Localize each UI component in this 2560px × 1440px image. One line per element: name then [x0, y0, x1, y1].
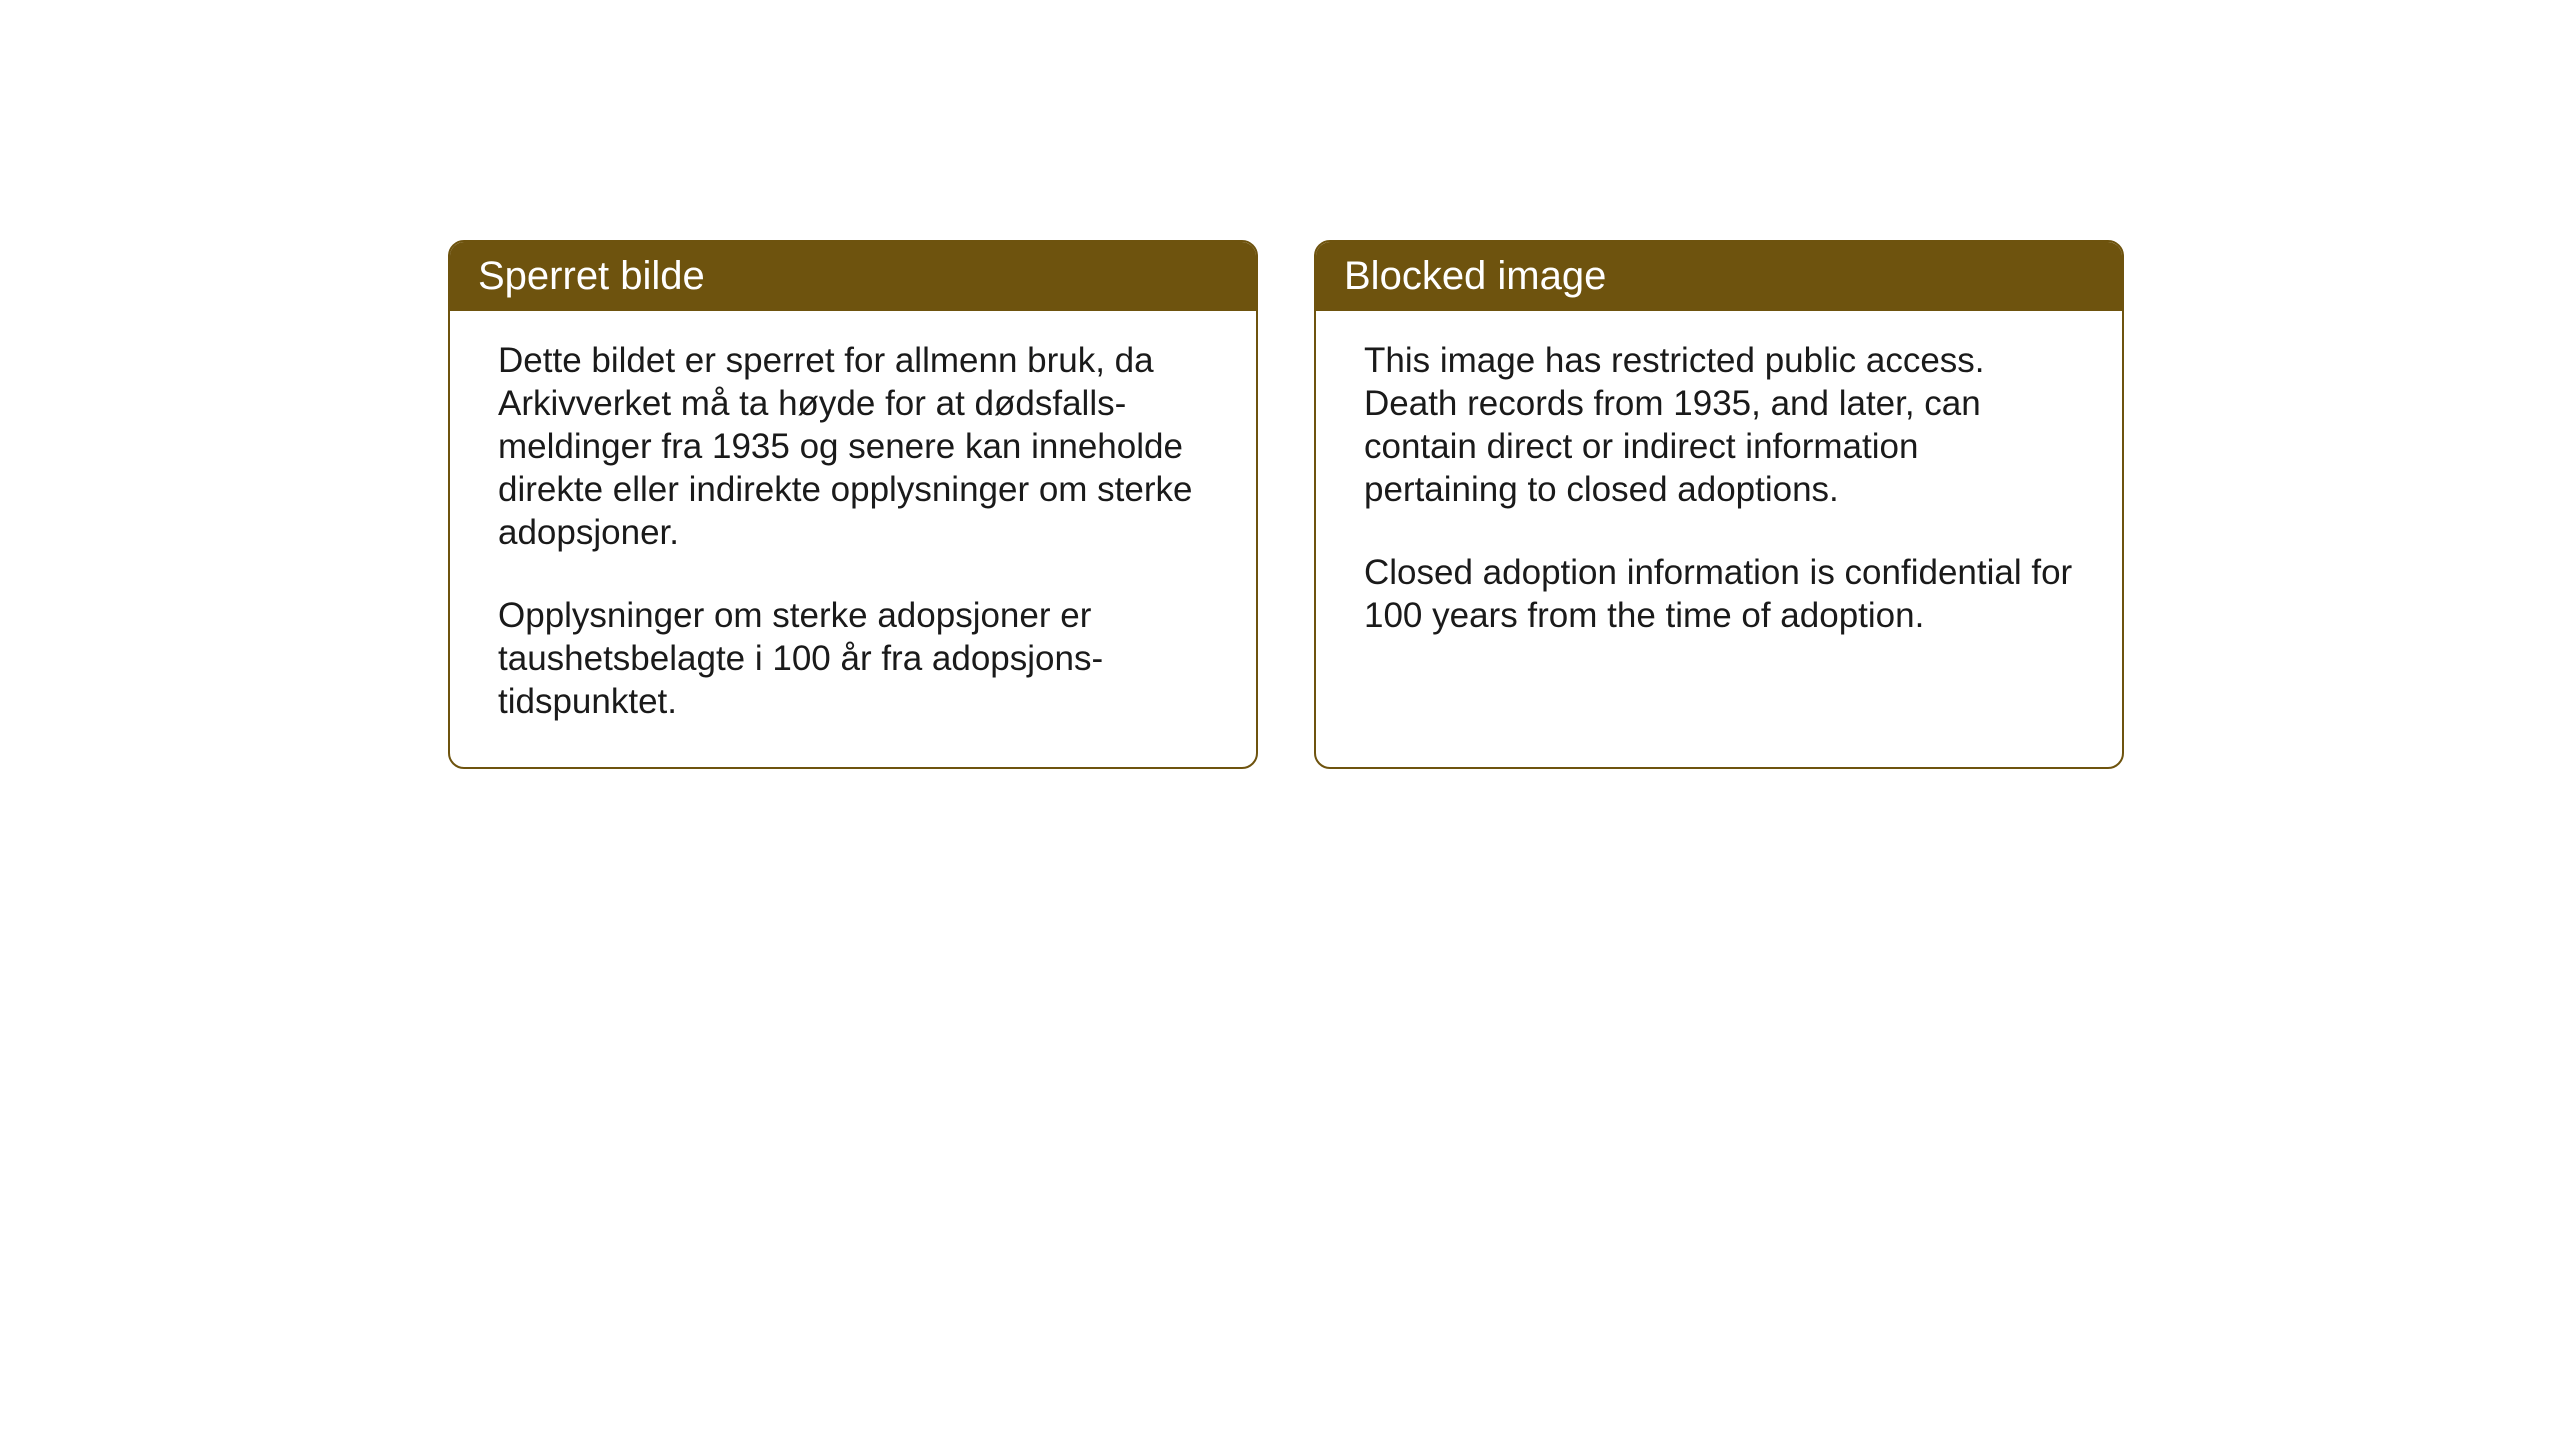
notice-cards-container: Sperret bilde Dette bildet er sperret fo… [448, 240, 2560, 769]
card-paragraph: Opplysninger om sterke adopsjoner er tau… [498, 594, 1208, 723]
card-title: Sperret bilde [478, 254, 705, 298]
notice-card-norwegian: Sperret bilde Dette bildet er sperret fo… [448, 240, 1258, 769]
card-body: Dette bildet er sperret for allmenn bruk… [450, 311, 1256, 767]
card-paragraph: Closed adoption information is confident… [1364, 551, 2074, 637]
notice-card-english: Blocked image This image has restricted … [1314, 240, 2124, 769]
card-paragraph: This image has restricted public access.… [1364, 339, 2074, 511]
card-body: This image has restricted public access.… [1316, 311, 2122, 681]
card-paragraph: Dette bildet er sperret for allmenn bruk… [498, 339, 1208, 554]
card-header: Sperret bilde [450, 242, 1256, 311]
card-header: Blocked image [1316, 242, 2122, 311]
card-title: Blocked image [1344, 254, 1606, 298]
